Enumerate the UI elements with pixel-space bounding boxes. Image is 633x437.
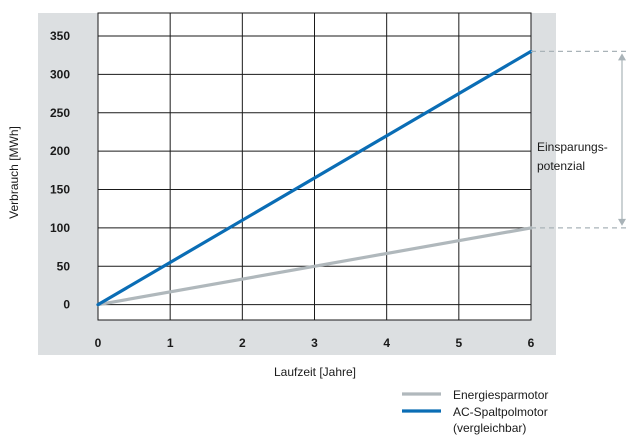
savings-arrow-head-top (618, 53, 626, 61)
y-tick-label-150: 150 (50, 183, 70, 197)
y-tick-label-250: 250 (50, 106, 70, 120)
y-tick-label-0: 0 (63, 298, 70, 312)
legend-label-energiesparmotor: Energiesparmotor (453, 388, 548, 402)
series-line-ac-spaltpolmotor-vergleichbar (96, 49, 533, 307)
x-tick-label-3: 3 (311, 336, 318, 350)
x-tick-label-5: 5 (455, 336, 462, 350)
y-tick-label-50: 50 (57, 259, 71, 273)
savings-label: Einsparungs- potenzial (537, 140, 611, 173)
y-tick-labels: 0 50 100 150 200 250 300 350 (50, 29, 70, 312)
savings-annotation: Einsparungs- potenzial (531, 50, 630, 229)
y-tick-label-350: 350 (50, 29, 70, 43)
y-tick-label-300: 300 (50, 67, 70, 81)
series-line-energiesparmotor (96, 226, 533, 307)
legend-label-ac-spaltpolmotor: AC-Spaltpolmotor (vergleichbar) (453, 405, 551, 435)
x-tick-labels: 0 1 2 3 4 5 6 (95, 336, 535, 350)
series-lines (96, 49, 533, 307)
x-tick-label-1: 1 (167, 336, 174, 350)
y-tick-label-100: 100 (50, 221, 70, 235)
x-tick-label-2: 2 (239, 336, 246, 350)
legend: Energiesparmotor AC-Spaltpolmotor (vergl… (402, 388, 551, 435)
x-axis-label: Laufzeit [Jahre] (274, 365, 356, 379)
x-tick-label-4: 4 (383, 336, 390, 350)
y-axis-label: Verbrauch [MWh] (7, 126, 21, 219)
savings-label-line-1: Einsparungs- (537, 140, 608, 154)
savings-arrow-head-bottom (618, 218, 626, 226)
savings-label-line-2: potenzial (537, 159, 585, 173)
x-tick-label-6: 6 (528, 336, 535, 350)
y-tick-label-200: 200 (50, 144, 70, 158)
x-tick-label-0: 0 (95, 336, 102, 350)
legend-label-ac-spaltpolmotor-line-1: AC-Spaltpolmotor (453, 405, 548, 419)
grid (97, 13, 532, 320)
legend-label-ac-spaltpolmotor-line-2: (vergleichbar) (453, 421, 526, 435)
